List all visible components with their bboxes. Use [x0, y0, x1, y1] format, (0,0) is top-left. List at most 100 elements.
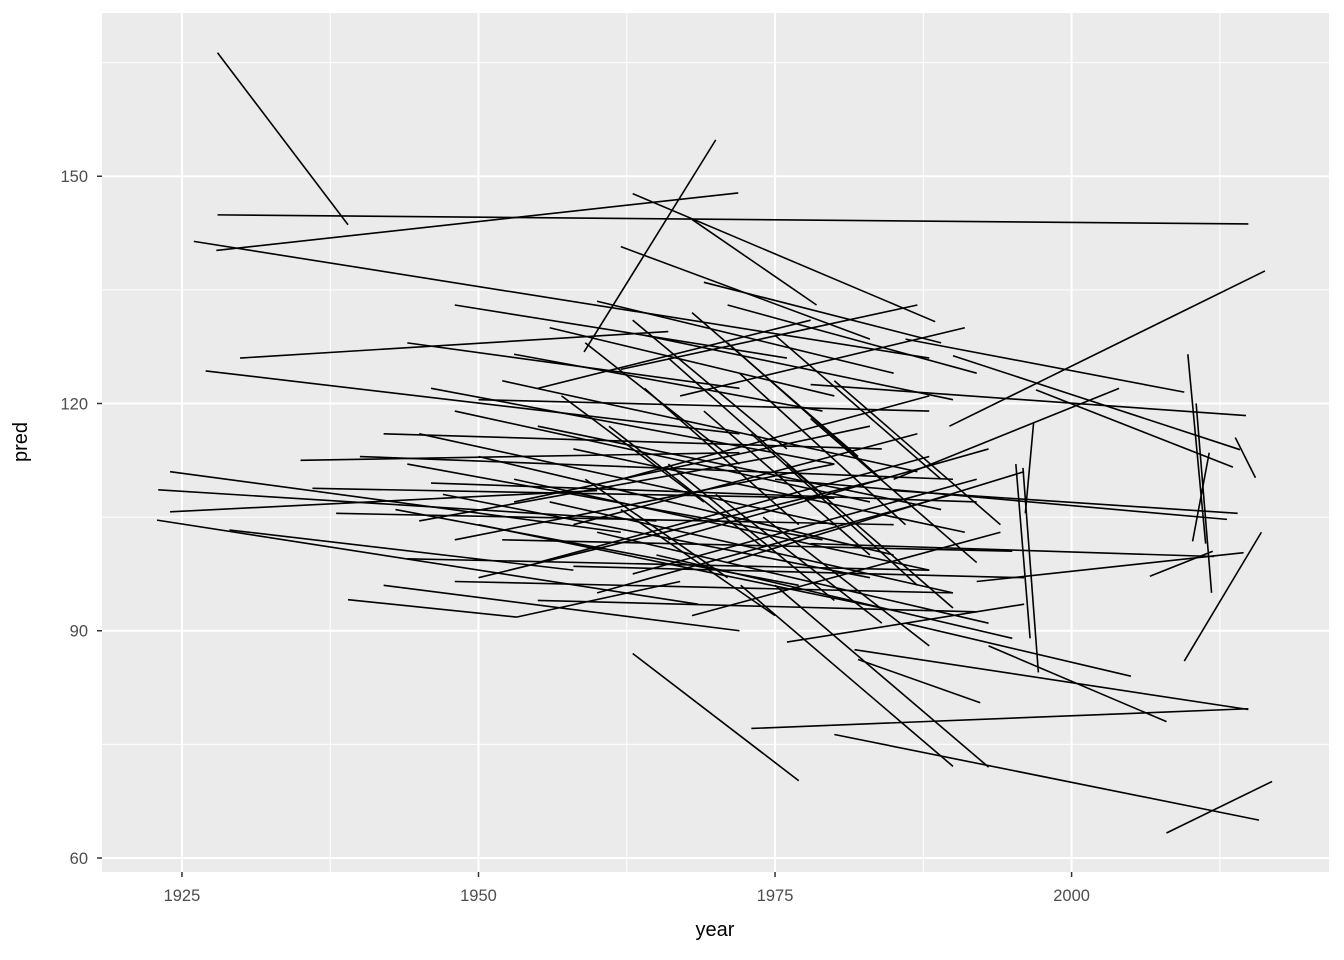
x-tick-label: 1975	[757, 887, 794, 905]
prediction-segment	[905, 338, 1185, 393]
x-tick-label: 1925	[164, 887, 201, 905]
y-axis-title: pred	[10, 422, 32, 462]
prediction-segment	[442, 493, 871, 579]
x-tick-label: 1950	[460, 887, 497, 905]
prediction-segment	[1234, 437, 1257, 479]
prediction-segment	[1195, 403, 1213, 593]
x-axis-title: year	[696, 919, 735, 941]
prediction-segment	[419, 455, 776, 522]
grid-major	[102, 13, 1329, 872]
prediction-segment	[854, 648, 1249, 711]
prediction-segment	[1024, 422, 1035, 514]
prediction-segment	[632, 652, 800, 782]
prediction-segment	[537, 319, 811, 390]
prediction-segment	[774, 584, 990, 768]
prediction-segment	[347, 598, 517, 618]
prediction-segment	[668, 448, 989, 541]
prediction-segment	[513, 425, 871, 503]
prediction-segment	[454, 304, 788, 359]
prediction-segment	[513, 353, 823, 412]
axis-tick-marks	[97, 175, 1073, 877]
prediction-segment	[454, 410, 871, 503]
prediction-segment	[516, 580, 681, 618]
prediction-segment	[727, 304, 977, 374]
prediction-segment	[229, 529, 574, 571]
axis-tick-labels: 1925 1950 1975 2000 60 90 120 150	[60, 168, 1089, 905]
prediction-segment	[537, 455, 930, 564]
prediction-segment	[502, 379, 918, 473]
prediction-segment	[1035, 389, 1234, 468]
prediction-segment	[1166, 780, 1273, 834]
prediction-segment	[620, 304, 918, 371]
prediction-segment	[810, 542, 1214, 558]
prediction-segment	[549, 326, 835, 397]
prediction-segment	[383, 584, 740, 632]
prediction-segment	[727, 470, 1025, 564]
prediction-segment	[573, 565, 1025, 579]
prediction-segment	[632, 478, 977, 575]
prediction-segment	[810, 383, 1247, 417]
y-tick-label: 60	[70, 850, 88, 868]
y-tick-label: 120	[60, 395, 88, 413]
prediction-segment	[1187, 354, 1207, 544]
prediction-segment	[751, 707, 1249, 730]
prediction-segment	[656, 554, 1013, 640]
prediction-segment	[596, 531, 989, 624]
prediction-segment	[478, 478, 882, 579]
prediction-segment	[583, 139, 717, 353]
prediction-segment	[679, 326, 966, 397]
prediction-segment	[667, 463, 835, 602]
prediction-segment	[217, 214, 1249, 225]
prediction-segment	[573, 448, 966, 534]
prediction-segment	[774, 334, 942, 480]
prediction-segment	[1191, 452, 1210, 542]
prediction-segment	[573, 433, 918, 526]
prediction-segment	[383, 432, 882, 450]
prediction-segment	[620, 395, 930, 481]
y-tick-label: 90	[70, 623, 88, 641]
prediction-segment	[691, 218, 818, 306]
prediction-segment	[632, 192, 936, 323]
prediction-segment	[988, 645, 1167, 723]
prediction-segment	[216, 192, 739, 252]
prediction-segment	[786, 603, 1025, 643]
regression-lines	[156, 52, 1273, 834]
grid-minor	[102, 13, 1329, 872]
prediction-segment	[857, 658, 981, 704]
prediction-segment	[478, 455, 894, 556]
prediction-segment	[454, 580, 953, 594]
prediction-segment	[454, 463, 835, 541]
prediction-segment	[740, 584, 954, 767]
prediction-segment	[703, 281, 942, 344]
prediction-segment	[205, 370, 740, 435]
prediction-segment	[537, 599, 977, 613]
prediction-segment	[419, 433, 835, 526]
prediction-segment	[1183, 531, 1263, 662]
prediction-segment	[240, 330, 669, 359]
prediction-segment	[834, 733, 1260, 821]
prediction-segment	[727, 342, 883, 480]
prediction-segment	[596, 493, 954, 594]
prediction-segment	[774, 478, 1228, 521]
prediction-segment	[893, 387, 1120, 480]
prediction-segment	[833, 380, 1001, 526]
prediction-segment	[216, 52, 349, 226]
prediction-segment	[359, 455, 954, 481]
prediction-segment	[431, 482, 977, 503]
prediction-segment	[691, 531, 1001, 617]
prediction-segment	[620, 508, 776, 617]
prediction-segment	[170, 489, 598, 513]
prediction-segment	[905, 622, 1132, 677]
prediction-segment	[584, 478, 729, 579]
x-tick-label: 2000	[1053, 887, 1090, 905]
prediction-segment	[336, 512, 894, 526]
prediction-segment	[810, 418, 978, 564]
prediction-segment	[300, 451, 740, 462]
prediction-segment	[952, 355, 1241, 451]
prediction-segment	[193, 240, 930, 359]
prediction-segment	[478, 523, 882, 609]
prediction-segment	[1149, 550, 1214, 577]
prediction-segment	[407, 342, 740, 390]
prediction-segment	[549, 501, 954, 594]
